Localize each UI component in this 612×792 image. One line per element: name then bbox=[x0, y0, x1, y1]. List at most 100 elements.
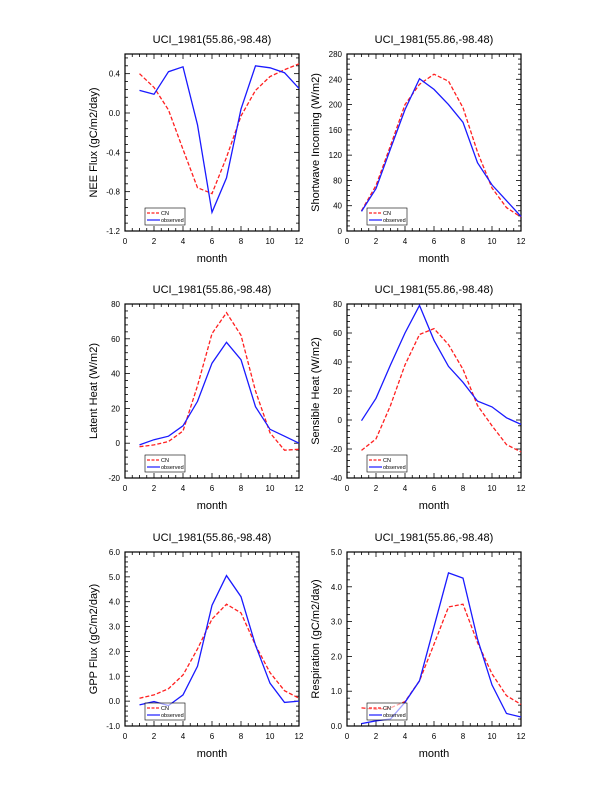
y-tick-label: 80 bbox=[333, 176, 342, 185]
y-tick-label: 0.0 bbox=[331, 722, 343, 731]
y-tick-label: -0.8 bbox=[106, 188, 120, 197]
x-axis-label: month bbox=[197, 500, 228, 512]
plot-frame bbox=[346, 53, 522, 232]
x-axis-label: month bbox=[419, 748, 450, 760]
legend-label: observed bbox=[161, 465, 184, 471]
y-tick-label: 280 bbox=[329, 50, 343, 59]
y-tick-label: -1.2 bbox=[106, 227, 120, 236]
legend-label: observed bbox=[383, 465, 406, 471]
legend-label: CN bbox=[383, 706, 391, 712]
series-line-cn bbox=[139, 63, 300, 195]
y-tick-label: 1.0 bbox=[109, 672, 121, 681]
y-tick-label: 4.0 bbox=[331, 583, 343, 592]
y-axis-label: Latent Heat (W/m2) bbox=[88, 343, 100, 439]
y-tick-label: 200 bbox=[329, 101, 343, 110]
y-tick-label: 2.0 bbox=[331, 652, 343, 661]
x-tick-label: 6 bbox=[432, 732, 437, 741]
series-line-cn bbox=[360, 73, 522, 218]
y-tick-label: -20 bbox=[330, 445, 342, 454]
legend-box bbox=[144, 702, 186, 721]
y-tick-label: 3.0 bbox=[109, 623, 121, 632]
y-tick-label: 40 bbox=[333, 358, 342, 367]
x-tick-label: 6 bbox=[432, 237, 437, 246]
series-line-observed bbox=[139, 574, 300, 707]
x-tick-label: 12 bbox=[295, 484, 304, 493]
x-tick-label: 0 bbox=[123, 732, 128, 741]
chart-panel-1: UCI_1981(55.86,-98.48)month NEE Flux (gC/… bbox=[88, 34, 304, 265]
y-tick-label: 0.0 bbox=[109, 697, 121, 706]
x-tick-label: 6 bbox=[210, 732, 215, 741]
x-tick-label: 8 bbox=[461, 732, 466, 741]
x-tick-label: 4 bbox=[181, 237, 186, 246]
x-tick-label: 0 bbox=[345, 732, 350, 741]
series-line-observed bbox=[139, 341, 300, 446]
plot-frame bbox=[346, 303, 522, 479]
y-tick-label: 0 bbox=[116, 439, 121, 448]
y-tick-label: 40 bbox=[333, 202, 342, 211]
series-line-observed bbox=[360, 303, 522, 425]
legend-label: observed bbox=[383, 218, 406, 224]
x-tick-label: 12 bbox=[517, 732, 526, 741]
y-axis-label: Shortwave Incoming (W/m2) bbox=[310, 73, 322, 212]
y-tick-label: 60 bbox=[111, 335, 120, 344]
legend-box bbox=[144, 207, 186, 226]
x-axis-label: month bbox=[419, 500, 450, 512]
x-tick-label: 2 bbox=[152, 237, 157, 246]
x-tick-label: 8 bbox=[239, 237, 244, 246]
series-line-cn bbox=[361, 327, 522, 453]
y-tick-label: 20 bbox=[111, 404, 120, 413]
x-tick-label: 8 bbox=[461, 237, 466, 246]
y-tick-label: 4.0 bbox=[109, 598, 121, 607]
y-tick-label: -20 bbox=[108, 474, 120, 483]
y-axis-label: GPP Flux (gC/m2/day) bbox=[88, 584, 100, 694]
y-axis-label: Respiration (gC/m2/day) bbox=[310, 579, 322, 698]
x-tick-label: 8 bbox=[239, 484, 244, 493]
chart-title: UCI_1981(55.86,-98.48) bbox=[375, 34, 494, 46]
x-tick-label: 4 bbox=[403, 484, 408, 493]
legend-label: CN bbox=[161, 211, 169, 217]
x-tick-label: 10 bbox=[488, 237, 497, 246]
x-axis-label: month bbox=[197, 748, 228, 760]
series-line-observed bbox=[360, 77, 522, 217]
chart-title: UCI_1981(55.86,-98.48) bbox=[375, 284, 494, 296]
y-tick-label: 120 bbox=[329, 151, 343, 160]
x-axis-label: month bbox=[197, 253, 228, 265]
legend-label: observed bbox=[383, 713, 406, 719]
y-tick-label: 40 bbox=[111, 370, 120, 379]
y-tick-label: 80 bbox=[333, 300, 342, 309]
legend-label: CN bbox=[383, 458, 391, 464]
y-axis-label: Sensible Heat (W/m2) bbox=[310, 337, 322, 445]
legend-label: CN bbox=[383, 211, 391, 217]
chart-panel-4: UCI_1981(55.86,-98.48)month Sensible Heat… bbox=[310, 284, 526, 512]
series-line-observed bbox=[361, 572, 522, 725]
legend-box bbox=[366, 454, 408, 473]
chart-title: UCI_1981(55.86,-98.48) bbox=[153, 532, 272, 544]
chart-panel-2: UCI_1981(55.86,-98.48)month Shortwave Inc… bbox=[310, 34, 526, 265]
x-tick-label: 2 bbox=[152, 732, 157, 741]
x-tick-label: 12 bbox=[295, 237, 304, 246]
x-tick-label: 2 bbox=[374, 237, 379, 246]
legend-label: observed bbox=[161, 713, 184, 719]
x-tick-label: 10 bbox=[266, 484, 275, 493]
y-tick-label: 6.0 bbox=[109, 548, 121, 557]
x-tick-label: 6 bbox=[210, 237, 215, 246]
x-tick-label: 12 bbox=[295, 732, 304, 741]
legend-box bbox=[366, 702, 408, 721]
y-tick-label: 0 bbox=[338, 416, 343, 425]
y-tick-label: 80 bbox=[111, 300, 120, 309]
x-tick-label: 2 bbox=[152, 484, 157, 493]
x-tick-label: 0 bbox=[345, 237, 350, 246]
legend-box bbox=[366, 207, 408, 226]
chart-panel-5: UCI_1981(55.86,-98.48)month GPP Flux (gC/… bbox=[88, 532, 304, 760]
x-tick-label: 8 bbox=[461, 484, 466, 493]
x-tick-label: 6 bbox=[432, 484, 437, 493]
y-tick-label: 5.0 bbox=[109, 573, 121, 582]
x-tick-label: 10 bbox=[266, 237, 275, 246]
